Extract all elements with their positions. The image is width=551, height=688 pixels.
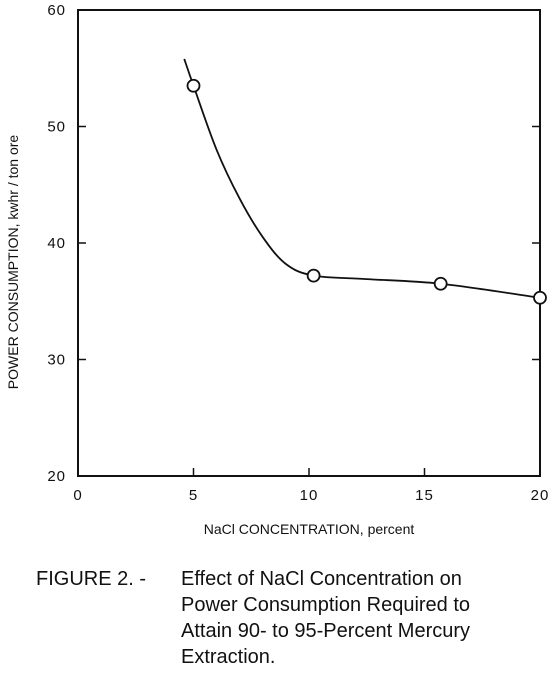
chart: 0 5 10 15 20 20 30 40 50 60 NaCl CONCENTRATION, p…	[5, 2, 550, 537]
points-layer	[186, 78, 547, 305]
data-point	[306, 268, 321, 283]
caption-line: Effect of NaCl Concentration on	[181, 568, 462, 590]
x-tick-label: 5	[189, 487, 198, 504]
chart-svg: 0 5 10 15 20 20 30 40 50 60 NaCl CONCENTRATION, p…	[5, 2, 550, 537]
ticks-layer	[78, 125, 540, 476]
x-axis-label: NaCl CONCENTRATION, percent	[204, 521, 415, 537]
data-point	[433, 276, 448, 291]
caption-line: Attain 90- to 95-Percent Mercury	[181, 620, 471, 642]
x-tick-label: 0	[73, 487, 82, 504]
tick-labels-layer: 0 5 10 15 20 20 30 40 50 60	[47, 2, 550, 504]
caption-text: Effect of NaCl Concentration on Power Co…	[181, 566, 545, 670]
x-tick-label: 10	[300, 487, 319, 504]
y-tick-label: 40	[47, 235, 66, 252]
y-tick-label: 30	[47, 352, 66, 369]
curve-layer	[183, 58, 541, 299]
y-axis-label: POWER CONSUMPTION, kwhr / ton ore	[5, 135, 21, 390]
x-tick-label: 15	[415, 487, 434, 504]
data-point	[186, 78, 201, 93]
plot-frame	[77, 9, 541, 477]
caption-line: Power Consumption Required to	[181, 594, 471, 616]
figure-number: FIGURE 2. -	[36, 568, 147, 590]
data-point	[533, 290, 547, 305]
series-line	[183, 58, 541, 299]
figure-caption: FIGURE 2. - Effect of NaCl Concentration…	[0, 560, 551, 688]
y-tick-label: 20	[47, 468, 66, 485]
caption-line: Extraction.	[181, 646, 276, 668]
y-tick-label: 60	[47, 2, 66, 19]
x-tick-label: 20	[531, 487, 550, 504]
y-tick-label: 50	[47, 119, 66, 136]
